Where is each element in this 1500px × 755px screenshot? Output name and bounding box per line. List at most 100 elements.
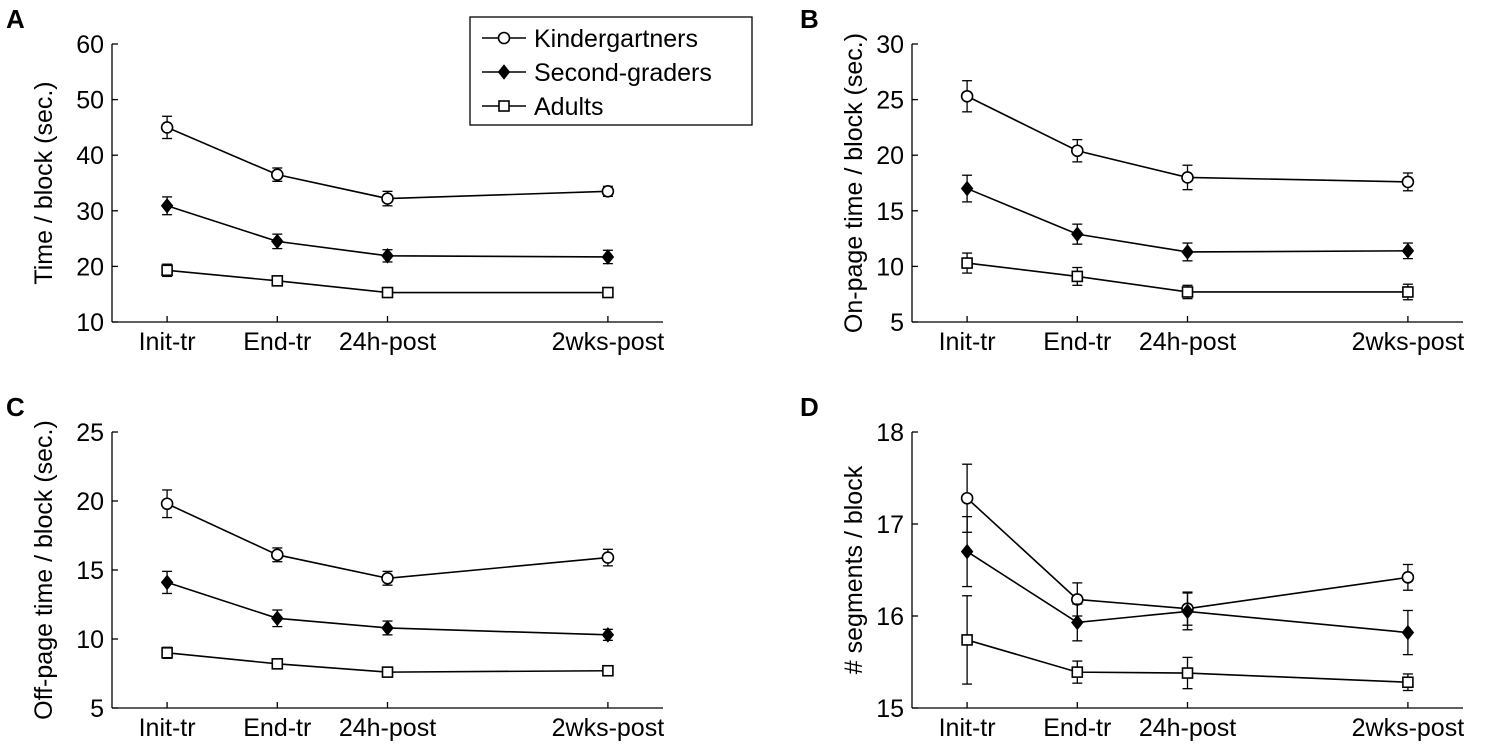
- y-tick-label: 10: [76, 309, 104, 337]
- y-tick-label: 18: [876, 419, 904, 447]
- x-tick-label: End-tr: [243, 714, 311, 742]
- data-point: [160, 121, 174, 134]
- legend-marker: [498, 100, 510, 112]
- data-point: [1401, 624, 1415, 641]
- x-tick-label: 24h-post: [1139, 328, 1236, 356]
- x-tick-label: End-tr: [243, 328, 311, 356]
- panel-letter-d: D: [800, 392, 819, 422]
- y-tick-label: 20: [76, 253, 104, 281]
- data-point: [1401, 571, 1415, 584]
- series-line: [167, 269, 608, 294]
- series-line: [166, 503, 608, 580]
- panel-a: A 10 20 30 40 50 60 Init-tr End-tr 24h-post 2wks-p…: [6, 4, 664, 356]
- data-point: [1071, 666, 1084, 678]
- data-point: [601, 249, 615, 265]
- y-tick-label: 60: [76, 31, 104, 59]
- data-point: [381, 248, 394, 264]
- series-second-graders: [160, 570, 615, 643]
- series-line: [166, 126, 608, 200]
- legend-label: Kindergartners: [534, 25, 698, 53]
- panel-letter-b: B: [800, 4, 819, 34]
- legend-marker: [497, 64, 511, 80]
- data-point: [601, 185, 615, 198]
- series-line: [966, 497, 1409, 610]
- legend-label: Adults: [534, 93, 603, 121]
- panel-letter-c: C: [6, 392, 25, 422]
- legend-entry: Adults: [482, 93, 603, 121]
- series-line: [966, 95, 1408, 183]
- y-axis-label: # segments / block: [840, 465, 868, 674]
- data-point: [601, 551, 615, 564]
- data-point: [160, 197, 174, 214]
- data-point: [602, 664, 614, 677]
- data-point: [601, 627, 615, 643]
- y-tick-label: 30: [876, 31, 904, 59]
- legend: Kindergartners Second-graders Adults: [469, 16, 753, 126]
- y-tick-label: 10: [876, 253, 904, 281]
- y-tick-label: 50: [76, 87, 104, 115]
- y-tick-label: 30: [76, 198, 104, 226]
- x-tick-label: Init-tr: [139, 328, 196, 356]
- series-adults: [961, 595, 1414, 692]
- data-point: [960, 543, 974, 560]
- data-point: [1071, 270, 1084, 283]
- x-tick-label: 2wks-post: [552, 328, 665, 356]
- data-point: [1071, 593, 1084, 606]
- legend-label: Second-graders: [534, 59, 712, 87]
- series-line: [967, 262, 1408, 293]
- series-second-graders: [160, 196, 615, 265]
- data-point: [961, 634, 973, 646]
- data-point: [602, 286, 614, 299]
- y-tick-label: 20: [76, 488, 104, 516]
- x-tick-label: Init-tr: [139, 714, 196, 742]
- data-point: [1071, 144, 1084, 158]
- y-tick-label: 15: [76, 557, 104, 585]
- series-adults: [961, 252, 1414, 301]
- y-tick-label: 10: [76, 626, 104, 654]
- y-axis-label: On-page time / block (sec.): [840, 33, 868, 333]
- series-line: [166, 205, 608, 258]
- series-kindergartners: [160, 489, 615, 586]
- x-tick-label: 2wks-post: [1352, 714, 1465, 742]
- legend-marker: [497, 31, 511, 45]
- data-point: [381, 192, 394, 205]
- y-tick-label: 15: [876, 695, 904, 723]
- y-tick-label: 20: [876, 142, 904, 170]
- series-second-graders: [960, 515, 1415, 656]
- x-tick-label: 24h-post: [339, 328, 436, 356]
- y-tick-label: 5: [890, 309, 904, 337]
- y-tick-label: 25: [76, 419, 104, 447]
- data-point: [161, 264, 173, 277]
- series-adults: [161, 646, 614, 678]
- data-point: [160, 497, 174, 511]
- panel-c: C 5 10 15 20 25 Init-tr End-tr 24h-post 2wks-post…: [6, 392, 664, 742]
- data-point: [271, 233, 284, 250]
- data-point: [1181, 286, 1194, 298]
- data-point: [381, 286, 394, 299]
- data-point: [961, 257, 973, 269]
- data-point: [161, 646, 173, 659]
- data-point: [1401, 175, 1415, 189]
- data-point: [1402, 676, 1414, 689]
- data-point: [1181, 171, 1194, 184]
- y-tick-label: 15: [876, 198, 904, 226]
- x-tick-label: Init-tr: [939, 328, 996, 356]
- data-point: [381, 620, 394, 636]
- data-point: [1181, 667, 1194, 679]
- data-point: [381, 666, 394, 678]
- x-tick-label: 24h-post: [1139, 714, 1236, 742]
- series-line: [966, 550, 1408, 634]
- data-point: [1181, 244, 1194, 260]
- data-point: [381, 571, 394, 585]
- data-point: [1181, 603, 1194, 620]
- data-point: [270, 168, 284, 181]
- y-tick-label: 16: [876, 603, 904, 631]
- x-tick-label: End-tr: [1043, 328, 1111, 356]
- series-line: [167, 652, 608, 673]
- data-point: [271, 658, 284, 670]
- y-tick-label: 5: [90, 695, 104, 723]
- series-kindergartners: [160, 115, 615, 207]
- y-tick-label: 17: [876, 511, 904, 539]
- data-point: [270, 548, 284, 562]
